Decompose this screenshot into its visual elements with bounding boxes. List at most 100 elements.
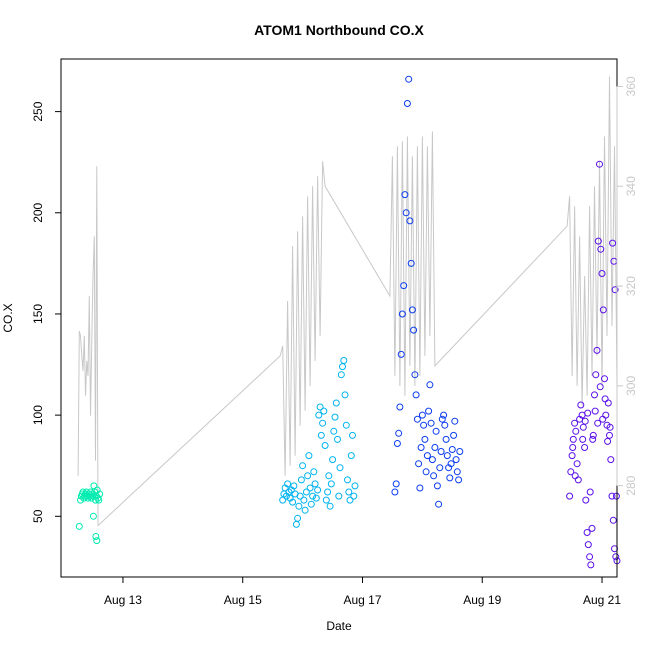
data-point (327, 480, 335, 488)
data-point (398, 310, 406, 318)
data-point (452, 456, 460, 464)
y-tick-label: 200 (31, 202, 45, 222)
data-point (346, 496, 354, 504)
data-point (593, 346, 601, 354)
data-point (433, 482, 441, 490)
data-point (601, 375, 608, 383)
data-point (347, 452, 355, 460)
y-tick-label: 50 (31, 509, 45, 523)
data-point (435, 500, 443, 508)
data-point (93, 537, 101, 545)
data-point (602, 411, 610, 419)
data-point (586, 488, 594, 496)
data-point (395, 429, 403, 437)
data-point (582, 496, 590, 504)
data-point (581, 444, 589, 451)
y2-tick-label: 340 (624, 176, 638, 196)
data-point (571, 472, 579, 480)
data-point (77, 496, 84, 504)
data-point (325, 472, 333, 480)
data-point (440, 411, 448, 419)
data-point (569, 444, 577, 451)
data-point (92, 533, 100, 540)
data-point (599, 306, 607, 314)
data-point (591, 407, 599, 415)
data-point (337, 371, 345, 379)
chart-title: ATOM1 Northbound CO.X (254, 22, 424, 38)
data-point (336, 464, 344, 472)
data-point (331, 413, 339, 421)
data-point (597, 245, 605, 253)
data-point (321, 442, 329, 449)
data-point (300, 496, 308, 504)
data-point (583, 529, 591, 536)
data-point (566, 492, 574, 500)
data-point (612, 553, 620, 561)
data-point (396, 403, 404, 411)
data-point (294, 514, 302, 522)
data-point (591, 391, 598, 399)
data-point (345, 488, 353, 496)
data-point (317, 431, 325, 439)
data-point (307, 500, 315, 508)
data-point (589, 435, 597, 443)
x-tick-label: Aug 15 (224, 593, 262, 607)
data-point (279, 496, 287, 504)
data-point (571, 419, 579, 427)
data-point (351, 482, 359, 490)
data-point (340, 357, 348, 364)
data-point (417, 444, 425, 451)
x-axis: Aug 13 Aug 15 Aug 17 Aug 19 Aug 21 (104, 576, 621, 607)
data-point (403, 100, 411, 107)
data-point (416, 484, 424, 492)
data-point (584, 541, 592, 549)
data-point (451, 417, 459, 425)
data-point (349, 431, 356, 439)
data-point (350, 492, 358, 500)
data-point (587, 561, 595, 569)
data-point (426, 381, 434, 389)
data-point (301, 506, 309, 514)
data-point (421, 435, 429, 443)
data-point (567, 468, 575, 476)
data-point (574, 476, 582, 484)
data-point (341, 391, 349, 399)
data-point (447, 460, 455, 468)
x-tick-label: Aug 21 (583, 593, 621, 607)
data-point (598, 270, 606, 277)
data-point (568, 452, 576, 460)
data-point (405, 75, 413, 83)
data-point (295, 502, 303, 510)
data-point (425, 407, 433, 415)
data-point (609, 516, 617, 524)
data-point (455, 476, 463, 484)
data-point (322, 496, 330, 504)
data-point (89, 512, 97, 520)
data-point (320, 407, 328, 415)
data-point (592, 371, 600, 379)
data-point (310, 468, 318, 476)
secondary-line (77, 76, 618, 527)
data-point (407, 259, 415, 267)
data-point (436, 464, 444, 472)
data-point (311, 480, 319, 488)
data-point (431, 444, 439, 451)
secondary-line-layer (77, 76, 618, 527)
data-point (312, 494, 320, 502)
data-point (428, 456, 436, 464)
data-point (299, 462, 307, 470)
data-point (411, 371, 419, 379)
y2-tick-label: 280 (624, 475, 638, 495)
data-point (302, 488, 310, 496)
y-axis-label: CO.X (1, 303, 15, 332)
data-point (448, 446, 456, 453)
data-point (324, 488, 332, 496)
data-point (393, 440, 401, 447)
data-point (397, 350, 405, 358)
data-point (75, 522, 83, 530)
data-point (443, 452, 451, 460)
data-point (606, 431, 613, 439)
data-point (315, 411, 323, 419)
data-point (611, 286, 619, 294)
